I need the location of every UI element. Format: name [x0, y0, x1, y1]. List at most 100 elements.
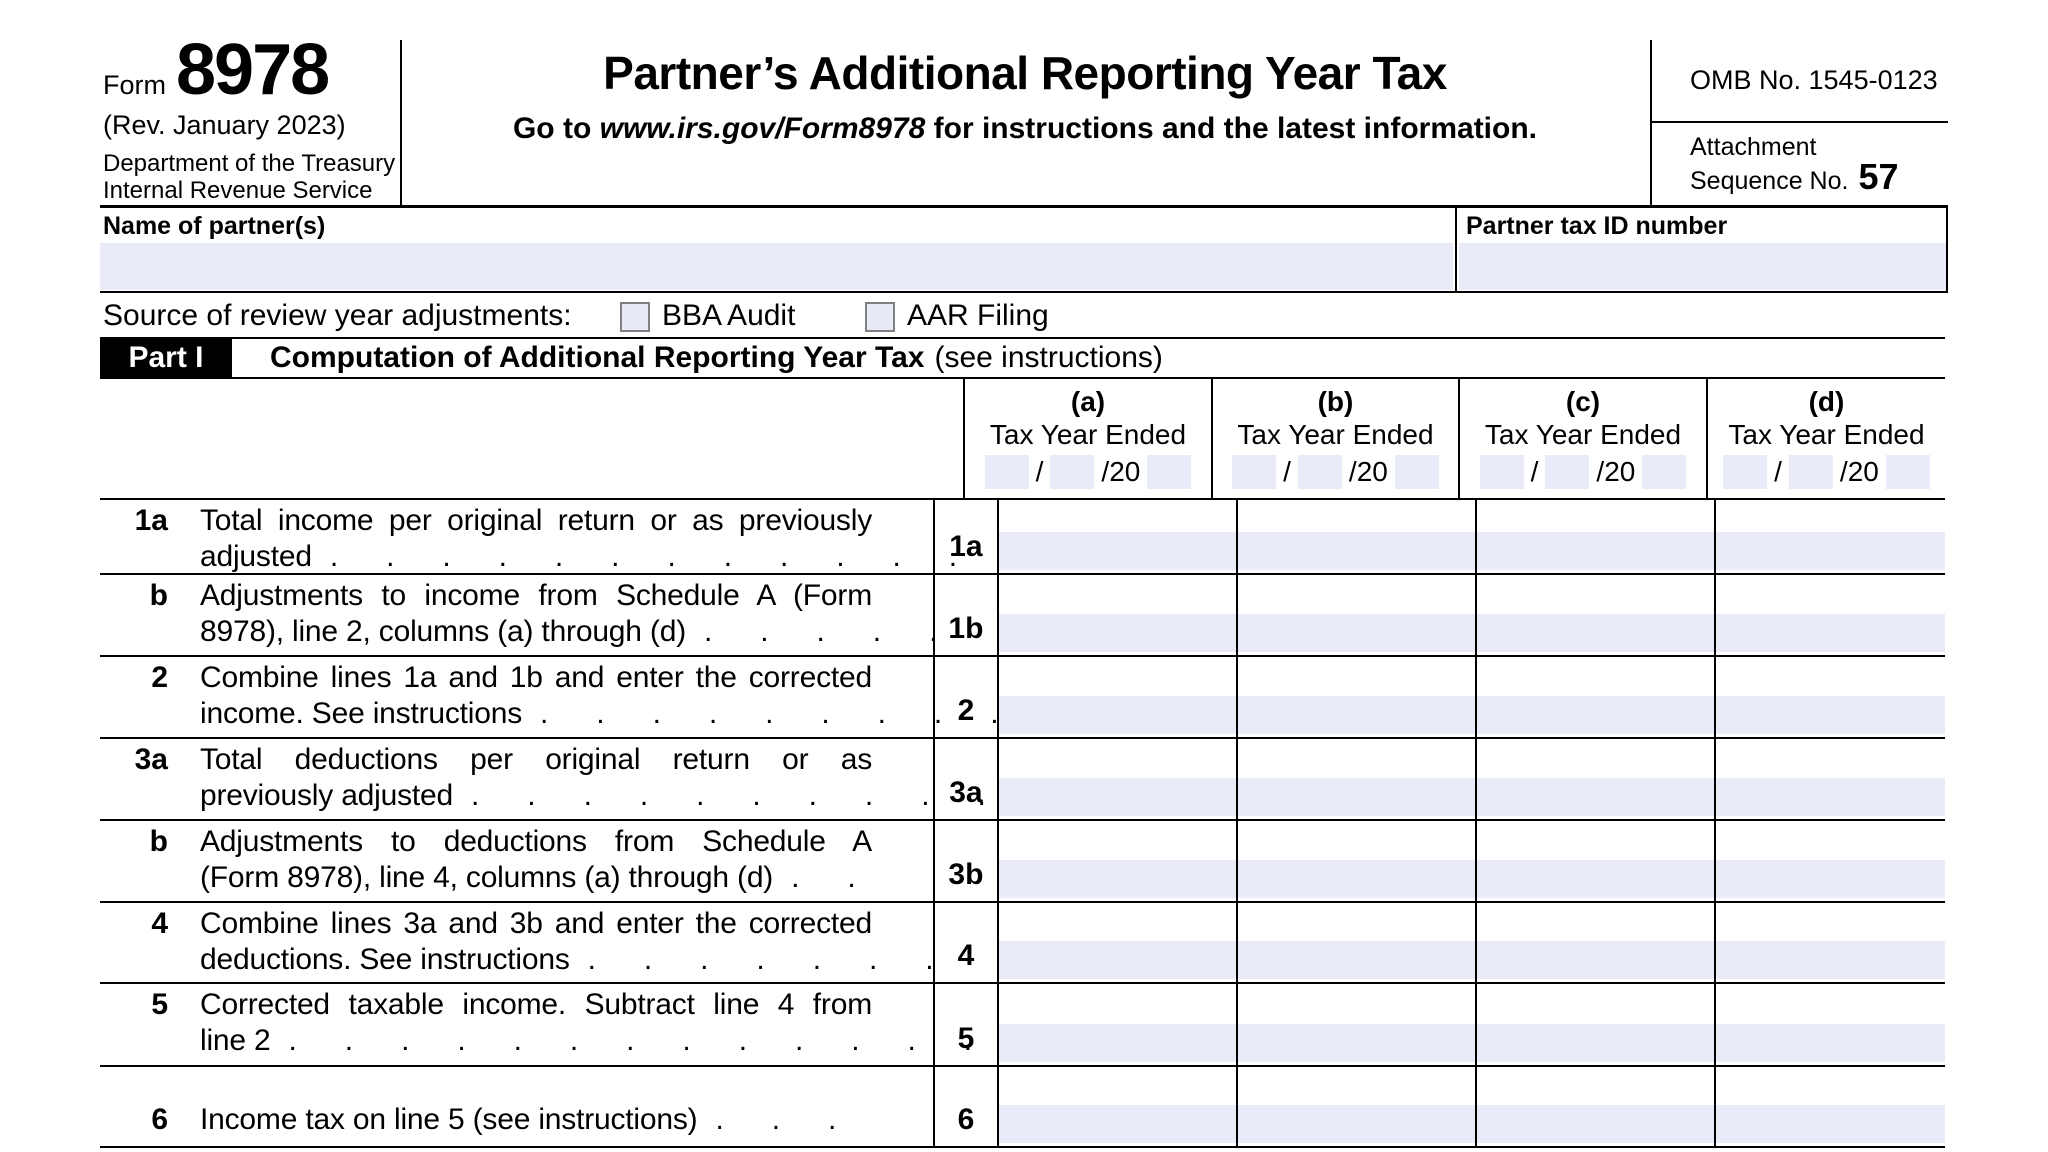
checkbox-aar-filing[interactable]: [865, 302, 895, 332]
row-label-line1: Total deductions per original return or …: [200, 743, 872, 776]
row-description-cell: 2 Combine lines 1a and 1b and enter the c…: [100, 657, 998, 737]
tax-year-month-input-c[interactable]: [1479, 455, 1524, 489]
tax-year-year-input-d[interactable]: [1885, 455, 1930, 489]
amount-input-6-b[interactable]: [1238, 1105, 1475, 1143]
amount-cell-2-a: [996, 657, 1237, 737]
amount-input-2-a[interactable]: [998, 696, 1237, 734]
row-code-cell: 2: [933, 657, 997, 737]
row-code-cell: 6: [933, 1067, 997, 1146]
amount-input-5-c[interactable]: [1476, 1024, 1715, 1062]
amount-input-3a-c[interactable]: [1476, 778, 1715, 816]
tax-year-date-inputs: / /20: [965, 455, 1211, 489]
row-label-line2: deductions. See instructions. . . . . . …: [200, 943, 934, 976]
row-label-text: Corrected taxable income. Subtract line …: [200, 987, 1028, 1059]
date-century-prefix: /20: [1101, 456, 1141, 487]
tax-year-month-input-d[interactable]: [1723, 455, 1768, 489]
part1-badge: Part I: [100, 339, 232, 377]
amount-input-2-b[interactable]: [1238, 696, 1475, 734]
amount-cell-6-c: [1474, 1067, 1715, 1146]
amount-input-4-d[interactable]: [1716, 941, 1945, 979]
amount-cell-1a-d: [1714, 500, 1945, 573]
tax-year-day-input-d[interactable]: [1788, 455, 1833, 489]
amount-cell-3a-b: [1236, 739, 1475, 819]
amount-input-2-c[interactable]: [1476, 696, 1715, 734]
amount-input-4-c[interactable]: [1476, 941, 1715, 979]
amount-input-1b-d[interactable]: [1716, 614, 1945, 652]
tax-year-day-input-a[interactable]: [1050, 455, 1095, 489]
row-code-cell: 4: [933, 903, 997, 982]
amount-input-3a-b[interactable]: [1238, 778, 1475, 816]
amount-input-5-d[interactable]: [1716, 1024, 1945, 1062]
tax-year-year-input-c[interactable]: [1642, 455, 1687, 489]
table-row-1b: b Adjustments to income from Schedule A (…: [100, 575, 1945, 657]
amount-input-1a-a[interactable]: [998, 532, 1237, 570]
row-code-cell: 3a: [933, 739, 997, 819]
irs-url: www.irs.gov/Form8978: [599, 112, 926, 145]
row-label-text: Adjustments to income from Schedule A (F…: [200, 578, 937, 650]
amount-input-1a-c[interactable]: [1476, 532, 1715, 570]
row-label-line1: Total income per original return or as p…: [200, 504, 872, 537]
date-century-prefix: /20: [1596, 456, 1636, 487]
part1-subtitle: (see instructions): [934, 341, 1163, 374]
name-of-partners-input[interactable]: [100, 243, 1453, 290]
amount-input-3b-b[interactable]: [1238, 860, 1475, 898]
amount-cell-6-d: [1714, 1067, 1945, 1146]
amount-input-3b-d[interactable]: [1716, 860, 1945, 898]
omb-number: OMB No. 1545-0123: [1652, 40, 1948, 123]
table-row-3a: 3a Total deductions per original return o…: [100, 739, 1945, 821]
column-header-d: (d) Tax Year Ended / /20: [1706, 379, 1945, 498]
amount-input-6-d[interactable]: [1716, 1105, 1945, 1143]
amount-input-5-b[interactable]: [1238, 1024, 1475, 1062]
amount-input-1a-b[interactable]: [1238, 532, 1475, 570]
amount-input-3b-c[interactable]: [1476, 860, 1715, 898]
amount-cell-3a-c: [1474, 739, 1715, 819]
amount-input-6-c[interactable]: [1476, 1105, 1715, 1143]
column-sublabel: Tax Year Ended: [989, 419, 1187, 450]
agency-line-2: Internal Revenue Service: [103, 177, 373, 204]
tax-year-year-input-a[interactable]: [1147, 455, 1192, 489]
amount-input-5-a[interactable]: [998, 1024, 1237, 1062]
row-description-cell: 3a Total deductions per original return o…: [100, 739, 986, 819]
date-century-prefix: /20: [1348, 456, 1388, 487]
amount-input-1b-b[interactable]: [1238, 614, 1475, 652]
row-label-text: Adjustments to deductions from Schedule …: [200, 824, 872, 896]
column-sublabel: Tax Year Ended: [1728, 419, 1925, 450]
amount-cell-3b-c: [1474, 821, 1715, 901]
tax-year-day-input-c[interactable]: [1545, 455, 1590, 489]
amount-input-4-b[interactable]: [1238, 941, 1475, 979]
partner-tax-id-input[interactable]: [1459, 243, 1948, 290]
row-label-text: Total deductions per original return or …: [200, 742, 986, 814]
tax-year-year-input-b[interactable]: [1394, 455, 1439, 489]
part1-header-bar: Part I Computation of Additional Reporti…: [100, 337, 1945, 379]
row-label-line2: adjusted. . . . . . . . . . . . .: [200, 540, 1014, 573]
form-number: 8978: [176, 30, 330, 110]
amount-input-1b-c[interactable]: [1476, 614, 1715, 652]
checkbox-bba-audit[interactable]: [620, 302, 650, 332]
amount-input-1a-d[interactable]: [1716, 532, 1945, 570]
amount-cell-4-a: [996, 903, 1237, 982]
row-code: 5: [957, 1022, 975, 1055]
row-code: 6: [957, 1103, 975, 1136]
partner-tax-id-label: Partner tax ID number: [1466, 212, 1728, 240]
row-description-cell: 1a Total income per original return or as…: [100, 500, 1014, 573]
name-of-partners-label: Name of partner(s): [103, 212, 326, 240]
identity-divider: [1455, 208, 1457, 291]
amount-input-4-a[interactable]: [998, 941, 1237, 979]
amount-cell-5-d: [1714, 984, 1945, 1065]
amount-cell-3b-d: [1714, 821, 1945, 901]
amount-input-6-a[interactable]: [998, 1105, 1237, 1143]
amount-input-3a-d[interactable]: [1716, 778, 1945, 816]
tax-year-month-input-a[interactable]: [984, 455, 1029, 489]
amount-input-3a-a[interactable]: [998, 778, 1237, 816]
row-number: 2: [151, 661, 168, 694]
amount-input-2-d[interactable]: [1716, 696, 1945, 734]
identity-bottom-rule: [100, 291, 1948, 293]
tax-year-month-input-b[interactable]: [1232, 455, 1277, 489]
row-code: 3a: [949, 776, 983, 809]
row-label-line1: Adjustments to deductions from Schedule …: [200, 825, 872, 858]
part1-table-body: 1a Total income per original return or as…: [100, 500, 1945, 1148]
amount-input-3b-a[interactable]: [998, 860, 1237, 898]
amount-input-1b-a[interactable]: [998, 614, 1237, 652]
tax-year-day-input-b[interactable]: [1297, 455, 1342, 489]
description-column-spacer: [100, 379, 963, 498]
